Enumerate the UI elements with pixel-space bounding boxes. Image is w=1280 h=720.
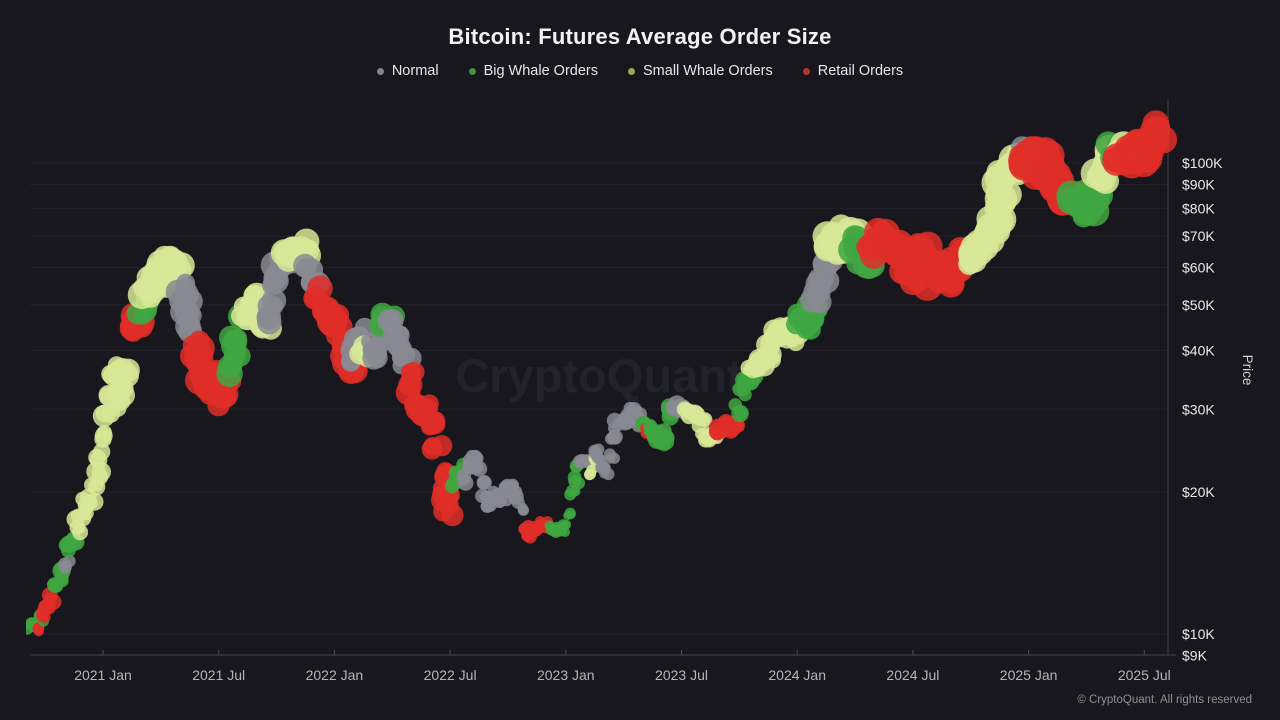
x-tick-label: 2025 Jan <box>1000 667 1058 683</box>
legend-item-label: Retail Orders <box>817 63 904 79</box>
legend-dot-icon <box>376 67 384 75</box>
legend-item-normal[interactable]: Normal <box>376 63 439 79</box>
x-tick-label: 2025 Jul <box>1118 667 1171 683</box>
y-tick-label: $20K <box>1182 484 1215 500</box>
legend-item-label: Normal <box>391 63 439 79</box>
x-tick-label: 2022 Jan <box>306 667 364 683</box>
y-tick-label: $9K <box>1182 648 1208 664</box>
x-tick-label: 2023 Jul <box>655 667 708 683</box>
chart-legend: Normal Big Whale Orders Small Whale Orders… <box>0 63 1280 79</box>
scatter-points-layer <box>26 110 1178 637</box>
copyright-text: © CryptoQuant. All rights reserved <box>1077 694 1252 706</box>
legend-item-big-whale-orders[interactable]: Big Whale Orders <box>468 63 598 79</box>
y-tick-label: $100K <box>1182 155 1223 171</box>
chart-title: Bitcoin: Futures Average Order Size <box>448 24 832 49</box>
x-tick-label: 2022 Jul <box>424 667 477 683</box>
legend-item-retail-orders[interactable]: Retail Orders <box>802 63 904 79</box>
cryptoquant-watermark: CryptoQuant <box>455 349 743 402</box>
legend-dot-icon <box>468 67 476 75</box>
y-axis-labels: $100K $90K $80K $70K $60K $50K $40K $30K $20K $10… <box>1182 155 1223 664</box>
x-tick-label: 2021 Jul <box>192 667 245 683</box>
legend-dot-icon <box>628 67 635 75</box>
x-tick-label: 2024 Jul <box>886 667 939 683</box>
x-tick-label: 2021 Jan <box>74 667 132 683</box>
y-axis-title: Price <box>1240 355 1255 386</box>
y-tick-label: $40K <box>1182 342 1215 358</box>
y-tick-label: $80K <box>1182 201 1215 217</box>
legend-dot-icon <box>802 67 810 75</box>
x-tick-label: 2024 Jan <box>768 667 826 683</box>
y-tick-label: $70K <box>1182 228 1215 244</box>
x-axis-labels: 2021 Jan 2021 Jul 2022 Jan 2022 Jul 2023 Jan… <box>74 667 1171 683</box>
legend-item-small-whale-orders[interactable]: Small Whale Orders <box>628 63 773 79</box>
x-tick-label: 2023 Jan <box>537 667 595 683</box>
y-tick-label: $30K <box>1182 401 1215 417</box>
axes <box>30 100 1176 656</box>
legend-item-label: Small Whale Orders <box>643 63 773 79</box>
legend-item-label: Big Whale Orders <box>483 63 598 79</box>
y-tick-label: $60K <box>1182 259 1215 275</box>
y-tick-label: $90K <box>1182 177 1215 193</box>
y-tick-label: $10K <box>1182 626 1215 642</box>
y-tick-label: $50K <box>1182 297 1215 313</box>
